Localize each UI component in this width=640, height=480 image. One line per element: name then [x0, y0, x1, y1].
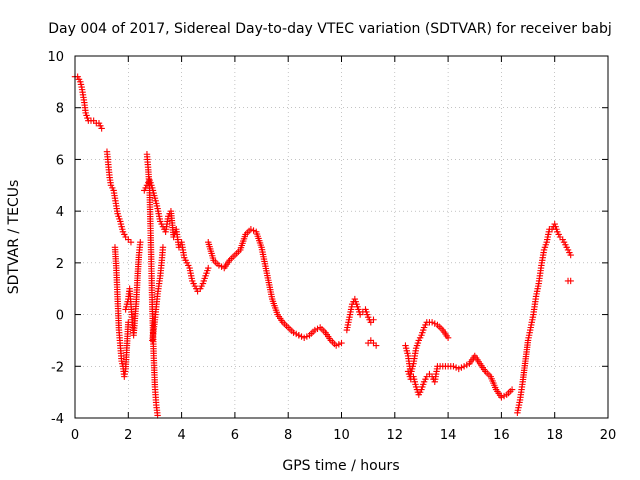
series-seg6: [149, 244, 167, 344]
series-seg3: [111, 244, 132, 380]
series-seg4: [122, 238, 144, 339]
series-seg11: [364, 337, 380, 349]
series-seg5: [143, 151, 161, 419]
x-tick-label: 2: [124, 428, 132, 443]
series-seg1: [71, 73, 105, 132]
x-tick-label: 0: [71, 428, 79, 443]
data-point: [338, 339, 345, 347]
y-tick-labels: -4 -2 0 2 4 6 8 10: [47, 50, 64, 427]
series-seg14: [514, 220, 574, 417]
y-tick-label: 4: [56, 205, 64, 220]
series-seg2: [103, 148, 135, 246]
y-tick-label: -2: [51, 360, 64, 375]
data-point: [205, 264, 212, 272]
x-tick-label: 14: [440, 428, 457, 443]
y-axis-label: SDTVAR / TECUs: [6, 180, 22, 295]
series-seg10: [343, 295, 377, 334]
series-seg15: [564, 277, 574, 285]
series-seg9: [295, 324, 345, 349]
series-seg13: [404, 352, 516, 401]
x-tick-label: 16: [493, 428, 510, 443]
x-axis-label: GPS time / hours: [282, 458, 399, 474]
data-point: [137, 238, 144, 246]
y-tick-label: 0: [56, 309, 64, 324]
data-point: [127, 238, 135, 246]
series-seg12: [402, 319, 452, 378]
chart-title: Day 004 of 2017, Sidereal Day-to-day VTE…: [48, 21, 611, 37]
x-tick-label: 12: [387, 428, 404, 443]
y-tick-label: -4: [51, 412, 64, 427]
axis-ticks: [74, 55, 609, 419]
data-point: [567, 277, 574, 285]
data-point: [159, 244, 167, 251]
series-seg7: [141, 176, 212, 295]
data-point: [370, 316, 377, 323]
x-tick-label: 20: [600, 428, 617, 443]
x-tick-labels: 0 2 4 6 8 10 12 14 16 18 20: [71, 428, 616, 443]
data-point: [444, 334, 452, 342]
grid: [75, 56, 608, 418]
data-marks: [71, 73, 574, 419]
data-point: [372, 342, 380, 349]
x-tick-label: 18: [546, 428, 563, 443]
x-tick-label: 6: [231, 428, 239, 443]
data-point: [508, 386, 516, 393]
y-tick-label: 8: [56, 102, 64, 117]
y-tick-label: 10: [47, 50, 64, 65]
x-tick-label: 8: [284, 428, 292, 443]
data-point: [98, 125, 105, 132]
y-tick-label: 6: [56, 153, 64, 168]
x-tick-label: 4: [177, 428, 185, 443]
x-tick-label: 10: [333, 428, 350, 443]
series-seg8: [205, 226, 303, 339]
data-point: [567, 251, 574, 259]
y-tick-label: 2: [56, 257, 64, 272]
